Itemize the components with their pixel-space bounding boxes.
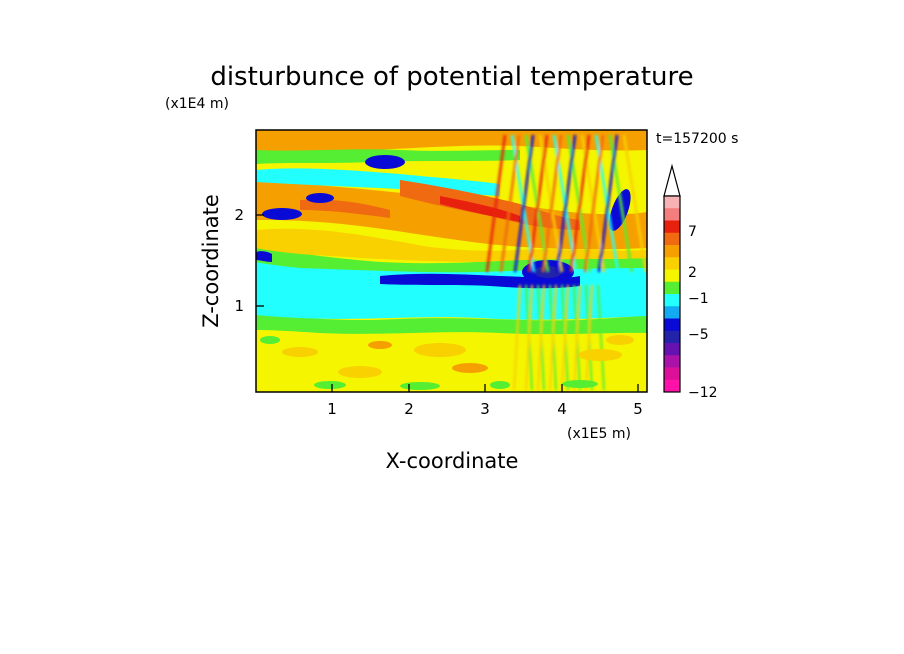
x-tick-label: 5 (633, 400, 643, 418)
wave-streaks (485, 134, 647, 391)
colorbar-cell (664, 343, 680, 356)
lower-mottling (260, 335, 634, 390)
colorbar-cells (664, 196, 680, 393)
wave-streak (541, 134, 563, 273)
cold-band-middle (380, 273, 580, 289)
x-tick-label: 1 (327, 400, 337, 418)
x-unit-label: (x1E5 m) (567, 426, 631, 442)
colorbar-cell (664, 294, 680, 307)
colorbar-cell (664, 245, 680, 258)
colorbar-cell (664, 318, 680, 332)
colorbar-cell (664, 208, 680, 221)
y-tick-label: 1 (234, 297, 244, 315)
wave-streak (597, 284, 605, 391)
wave-streak (499, 134, 521, 273)
colorbar-label: −1 (688, 291, 709, 307)
contour-field (256, 130, 647, 392)
colorbar-extend-triangle (663, 163, 681, 197)
mottle-patch (414, 343, 466, 357)
warm-streak-4 (320, 237, 440, 258)
y-tick-label: 2 (234, 206, 244, 224)
mottle-patch (578, 349, 622, 361)
x-tick-label: 4 (557, 400, 567, 418)
mottle-patch (606, 335, 634, 345)
colorbar-frame (663, 195, 681, 393)
colorbar-cell (664, 330, 680, 344)
warm-streak-3 (300, 199, 390, 218)
colorbar-cell (664, 232, 680, 246)
colorbar-label: −5 (688, 327, 709, 343)
cold-blob-1 (262, 208, 302, 220)
wave-streak (513, 284, 521, 391)
time-label: t=157200 s (656, 131, 738, 147)
wave-streak (537, 284, 545, 391)
colorbar-label: 7 (688, 224, 697, 240)
colorbar-cell (664, 269, 680, 283)
chart-title: disturbunce of potential temperature (210, 62, 693, 92)
wave-streak (525, 284, 533, 391)
mottle-patch (400, 382, 440, 390)
wave-streak (513, 134, 535, 273)
mottle-patch (490, 381, 510, 389)
colorbar-cell (664, 196, 680, 209)
mottle-patch (368, 341, 392, 349)
wave-streak (573, 284, 581, 391)
cold-blob-3 (306, 193, 334, 203)
band-green-lower (256, 312, 647, 335)
mottle-patch (452, 363, 488, 373)
colorbar-cell (664, 355, 680, 368)
colorbar-cell (664, 306, 680, 319)
mottle-patch (314, 381, 346, 389)
wave-streak (583, 134, 605, 273)
colorbar-cell (664, 257, 680, 270)
cold-blob-6 (609, 189, 631, 231)
cold-blob-2 (365, 155, 405, 169)
wave-streak (569, 134, 591, 273)
mottle-patch (562, 380, 598, 388)
wave-streak (561, 284, 569, 391)
wave-streak (597, 134, 619, 273)
x-tick-label: 2 (404, 400, 414, 418)
mottle-patch (282, 347, 318, 357)
wave-streak (555, 134, 577, 273)
colorbar-cell (664, 220, 680, 234)
colorbar-cell (664, 367, 680, 381)
x-axis-label: X-coordinate (386, 449, 519, 473)
y-axis: 1 2 Z-coordinate (199, 194, 264, 328)
warm-streak-2 (440, 196, 520, 222)
wave-streak (585, 284, 593, 391)
wave-streak (549, 284, 557, 391)
colorbar: 7 2 −1 −5 −12 (663, 163, 718, 401)
band-top (256, 130, 647, 152)
plot-frame (255, 129, 648, 393)
cold-band-left (256, 251, 272, 262)
mottle-patch (260, 336, 280, 344)
colorbar-label: −12 (688, 385, 718, 401)
y-axis-label: Z-coordinate (199, 194, 223, 328)
wave-streak (622, 134, 647, 273)
colorbar-cell (664, 281, 680, 295)
wave-streak (485, 134, 507, 273)
x-axis: 1 2 3 4 5 (x1E5 m) X-coordinate (327, 384, 643, 473)
colorbar-label: 2 (688, 265, 697, 281)
y-unit-label: (x1E4 m) (165, 96, 229, 112)
wave-streak (527, 134, 549, 273)
colorbar-cell (664, 379, 680, 393)
mottle-patch (338, 366, 382, 378)
band-yellow-upper (256, 228, 647, 262)
x-tick-label: 3 (480, 400, 490, 418)
